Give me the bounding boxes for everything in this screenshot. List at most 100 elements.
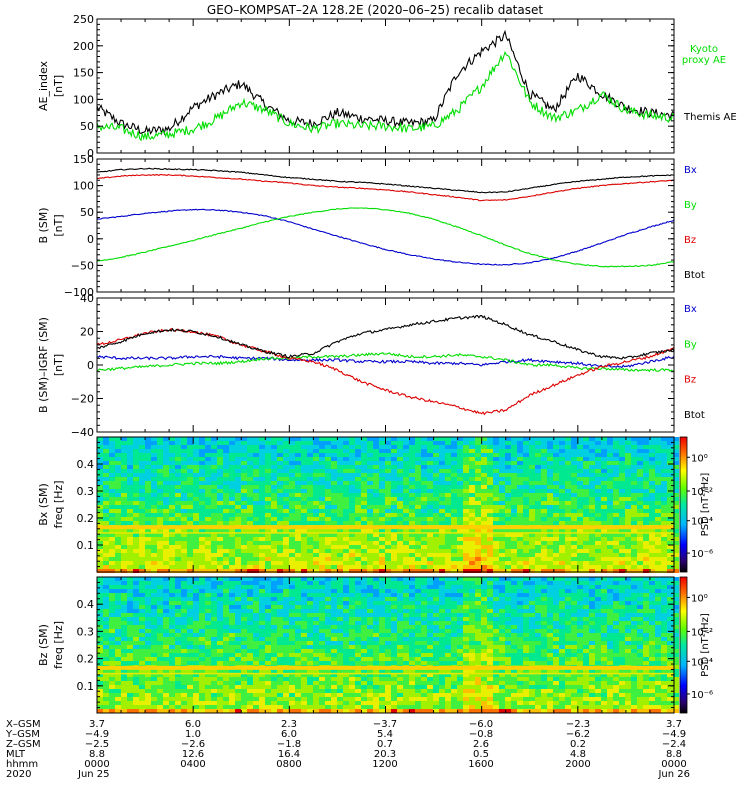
ephemeris-value: 6.0 <box>281 729 297 740</box>
colorbar-tick-label: 10⁻⁴ <box>691 657 713 668</box>
y-axis-units: [nT] <box>52 214 65 236</box>
series-line-btot <box>96 167 675 194</box>
y-tick-label: 250 <box>73 13 94 26</box>
plot-frame <box>96 158 675 293</box>
ephemeris-value: 0000 <box>84 759 109 770</box>
ephemeris-value: 6.0 <box>185 719 201 730</box>
series-line-bz <box>97 173 675 202</box>
y-tick-label: 0.2 <box>77 653 95 666</box>
y-tick-label: 0 <box>87 359 94 372</box>
ephemeris-value: 2.3 <box>281 719 297 730</box>
y-axis-units: freq [Hz] <box>52 480 65 528</box>
ephemeris-value: −3.7 <box>373 719 397 730</box>
y-axis-label: B (SM) <box>37 207 50 243</box>
y-tick-label: −50 <box>71 259 94 272</box>
y-tick-label: 200 <box>73 40 94 53</box>
ephemeris-value: −4.9 <box>85 729 109 740</box>
colorbar-tick-label: 10⁻² <box>691 627 713 638</box>
ephemeris-row-label: Z–GSM <box>6 739 41 750</box>
series-line-bx <box>96 354 675 369</box>
chart-title: GEO–KOMPSAT–2A 128.2E (2020–06–25) recal… <box>207 3 543 17</box>
ephemeris-value: 0400 <box>180 759 205 770</box>
colorbar-tick-label: 10⁻⁴ <box>691 517 713 528</box>
series-line-by <box>97 207 675 268</box>
series-line-themis-ae <box>96 29 675 136</box>
ephemeris-value: Jun 26 <box>657 769 690 780</box>
colorbar-tick-label: 10⁻⁶ <box>691 690 713 701</box>
spectrogram-bz <box>97 577 679 713</box>
ephemeris-value: 0000 <box>661 759 686 770</box>
ephemeris-value: 8.8 <box>89 749 105 760</box>
y-tick-label: 0 <box>87 147 94 160</box>
y-tick-label: 50 <box>80 120 94 133</box>
y-tick-label: 100 <box>73 93 94 106</box>
series-line-bx <box>96 208 675 266</box>
y-axis-label: Bz (SM) <box>37 624 50 666</box>
y-tick-label: 150 <box>73 67 94 80</box>
spectrogram-bx <box>97 437 679 573</box>
spectral-line <box>97 665 674 670</box>
ephemeris-value: −2.6 <box>181 739 205 750</box>
series-line-btot <box>96 315 675 360</box>
legend-themis-ae: Themis AE <box>683 112 737 123</box>
ephemeris-value: −1.8 <box>277 739 301 750</box>
ephemeris-value: −6.0 <box>469 719 493 730</box>
ephemeris-value: 2.6 <box>473 739 489 750</box>
ephemeris-value: 1600 <box>468 759 493 770</box>
ephemeris-value: 3.7 <box>666 719 682 730</box>
y-axis-label: AE_index <box>37 60 50 111</box>
ephemeris-value: −2.5 <box>85 739 109 750</box>
ephemeris-value: −4.9 <box>662 729 686 740</box>
colorbar-tick-label: 10⁰ <box>691 593 708 604</box>
spectral-line-harmonic <box>97 532 674 534</box>
colorbar-tick-label: 10⁻² <box>691 487 713 498</box>
y-tick-label: 0.3 <box>77 625 95 638</box>
series-line-bz <box>96 327 675 416</box>
ephemeris-value: −2.3 <box>566 719 590 730</box>
ephemeris-value: 20.3 <box>374 749 396 760</box>
y-tick-label: 0.2 <box>77 512 95 525</box>
y-axis-label: B (SM)–IGRF (SM) <box>37 317 50 413</box>
y-tick-label: 100 <box>73 180 94 193</box>
ephemeris-value: 12.6 <box>182 749 204 760</box>
y-tick-label: −20 <box>71 393 94 406</box>
spectral-line-harmonic <box>97 672 674 675</box>
legend-btot: Btot <box>684 410 705 421</box>
ephemeris-value: 16.4 <box>278 749 300 760</box>
y-tick-label: 0 <box>87 233 94 246</box>
ephemeris-value: 0800 <box>276 759 301 770</box>
ephemeris-row-label: 2020 <box>6 769 31 780</box>
panel-2: Bx By Bz Btot −100 −50 0 50 100 150 B (SM) [nT] <box>37 153 705 299</box>
legend-proxy-ae: proxy AE <box>682 55 726 66</box>
ephemeris-value: 4.8 <box>570 749 586 760</box>
y-tick-label: 0.4 <box>77 598 95 611</box>
legend-btot: Btot <box>684 270 705 281</box>
y-tick-label: −100 <box>64 286 94 299</box>
colorbar <box>679 436 688 573</box>
legend-bz: Bz <box>684 375 696 386</box>
y-tick-label: 20 <box>80 326 94 339</box>
ephemeris-value: 1.0 <box>185 729 201 740</box>
legend-bx: Bx <box>684 165 697 176</box>
colorbar-label: PSD [nT²/Hz] <box>700 473 711 537</box>
legend-bx: Bx <box>684 304 697 315</box>
y-tick-label: −40 <box>71 426 94 439</box>
ephemeris-row-label: hhmm <box>6 759 38 770</box>
colorbar-tick-label: 10⁰ <box>691 453 708 464</box>
ephemeris-value: −2.4 <box>662 739 686 750</box>
y-tick-label: 0.1 <box>77 539 95 552</box>
ephemeris-value: 0.7 <box>377 739 393 750</box>
ephemeris-value: 0.5 <box>473 749 489 760</box>
ephemeris-value: 8.8 <box>666 749 682 760</box>
colorbar-tick-label: 10⁻⁶ <box>691 549 713 560</box>
ephemeris-value: 2000 <box>565 759 590 770</box>
ephemeris-value: 5.4 <box>377 729 393 740</box>
spectral-line <box>97 525 674 530</box>
ephemeris-value: −0.8 <box>469 729 493 740</box>
panel-3: Bx By Bz Btot −40 −20 0 20 40 B (SM)–IGRF (SM) [nT… <box>37 292 705 439</box>
ephemeris-row-label: Y–GSM <box>5 729 40 740</box>
y-axis-label: Bx (SM) <box>37 483 50 526</box>
